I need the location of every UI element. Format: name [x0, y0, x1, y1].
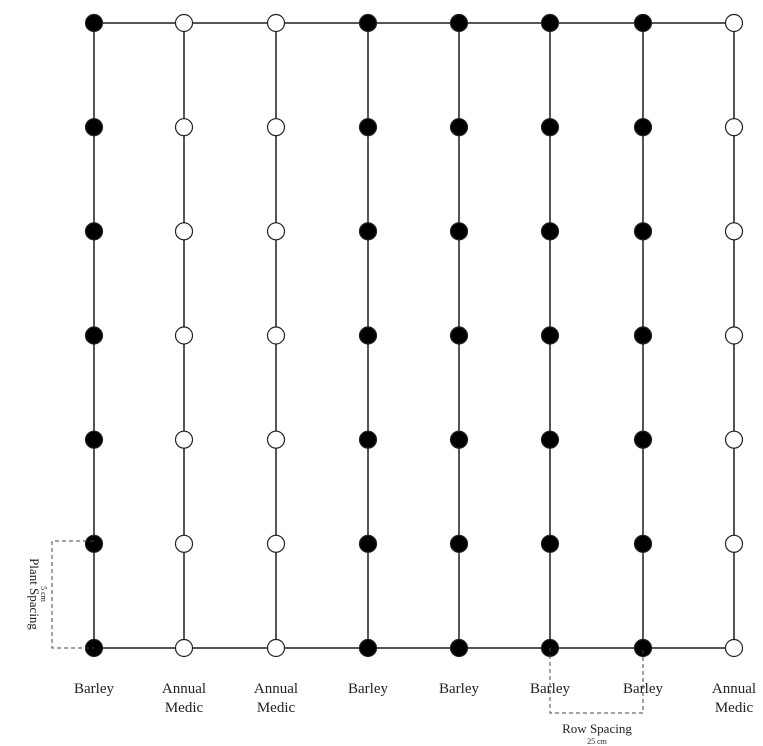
plant-spacing-value: 5 cm: [39, 586, 48, 603]
barley-plant-dot: [540, 13, 560, 33]
barley-plant-dot: [358, 222, 378, 241]
barley-plant-dot: [540, 534, 560, 553]
row-label-line: Barley: [530, 681, 570, 697]
barley-plant-dot: [449, 13, 469, 33]
row-spacing-annotation: Row Spacing 25 cm: [549, 648, 644, 746]
row-label: Annual Medic: [712, 681, 756, 716]
row-label-line: Annual: [712, 681, 756, 697]
barley-plant-dot: [449, 326, 469, 345]
barley-plant-dot: [449, 430, 469, 449]
row-labels: Barley Annual Medic Annual Medic Barley Barley…: [74, 681, 756, 716]
row-label-line: Annual: [254, 681, 298, 697]
row-label-line: Medic: [715, 700, 754, 716]
row-label: Annual Medic: [162, 681, 206, 716]
medic-plant-dot: [266, 326, 286, 345]
barley-plant-dot: [84, 13, 104, 33]
row-label-line: Barley: [74, 681, 114, 697]
barley-plant-dot: [449, 118, 469, 137]
row-label-line: Barley: [348, 681, 388, 697]
barley-plant-dot: [84, 118, 104, 137]
row-label: Barley: [530, 681, 570, 697]
medic-plant-dot: [724, 430, 744, 449]
row-spacing-label: Row Spacing: [562, 721, 632, 736]
barley-plant-dot: [633, 222, 653, 241]
medic-plant-dot: [724, 118, 744, 137]
barley-plant-dot: [449, 534, 469, 553]
medic-plant-dot: [174, 222, 194, 241]
medic-plant-dot: [174, 638, 194, 658]
row-spacing-bracket: [549, 648, 644, 714]
row-label-line: Medic: [257, 700, 296, 716]
medic-plant-dot: [174, 534, 194, 553]
medic-plant-dot: [266, 534, 286, 553]
barley-plant-dot: [449, 638, 469, 658]
barley-plant-dot: [540, 118, 560, 137]
medic-plant-dot: [724, 13, 744, 33]
barley-plant-dot: [633, 326, 653, 345]
medic-plant-dot: [174, 118, 194, 137]
barley-plant-dot: [540, 222, 560, 241]
medic-plant-dot: [266, 222, 286, 241]
plant-spacing-label: Plant Spacing: [27, 558, 42, 630]
plant-spacing-annotation: Plant Spacing 5 cm: [27, 540, 94, 649]
barley-plant-dot: [358, 13, 378, 33]
medic-plant-dot: [724, 534, 744, 553]
barley-plant-dot: [84, 534, 104, 553]
medic-plant-dot: [266, 638, 286, 658]
barley-plant-dot: [633, 118, 653, 137]
barley-plant-dot: [84, 430, 104, 449]
barley-plant-dot: [449, 222, 469, 241]
row-label: Barley: [348, 681, 388, 697]
barley-plant-dot: [358, 430, 378, 449]
medic-plant-dot: [724, 638, 744, 658]
medic-plant-dot: [266, 13, 286, 33]
medic-plant-dot: [266, 118, 286, 137]
row-label: Barley: [74, 681, 114, 697]
barley-plant-dot: [84, 326, 104, 345]
medic-plant-dot: [266, 430, 286, 449]
barley-plant-dot: [540, 430, 560, 449]
barley-plant-dot: [358, 534, 378, 553]
barley-plant-dot: [358, 118, 378, 137]
barley-plant-dot: [358, 326, 378, 345]
barley-plant-dot: [358, 638, 378, 658]
barley-plant-dot: [633, 13, 653, 33]
row-label: Barley: [439, 681, 479, 697]
barley-plant-dot: [84, 222, 104, 241]
barley-plant-dot: [633, 534, 653, 553]
medic-plant-dot: [174, 430, 194, 449]
medic-plant-dot: [174, 326, 194, 345]
row-spacing-value: 25 cm: [587, 737, 608, 746]
barley-plant-dot: [633, 430, 653, 449]
medic-plant-dot: [174, 13, 194, 33]
row-label-line: Medic: [165, 700, 204, 716]
medic-plant-dot: [724, 222, 744, 241]
plant-spacing-bracket: [51, 540, 94, 649]
barley-plant-dot: [540, 326, 560, 345]
row-label: Annual Medic: [254, 681, 298, 716]
barley-plant-dot: [633, 638, 653, 658]
row-label-line: Barley: [439, 681, 479, 697]
plant-markers: [84, 13, 744, 658]
medic-plant-dot: [724, 326, 744, 345]
row-label-line: Annual: [162, 681, 206, 697]
